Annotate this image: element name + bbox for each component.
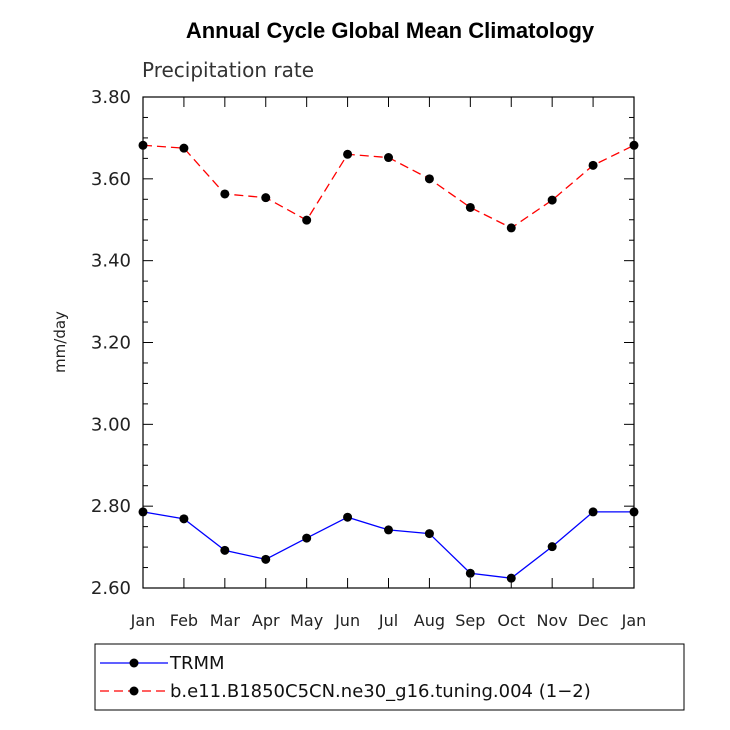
data-point [465, 568, 475, 578]
series-layer [138, 140, 639, 583]
chart-title: Annual Cycle Global Mean Climatology [186, 18, 595, 43]
plot-frame [142, 96, 635, 589]
x-tick-label: Oct [497, 611, 525, 630]
y-tick-label: 3.40 [91, 251, 131, 272]
data-point [220, 189, 230, 199]
y-tick-label: 3.60 [91, 169, 131, 190]
data-point [138, 507, 148, 517]
data-point [424, 529, 434, 539]
x-tick-label: Jan [621, 611, 647, 630]
legend-marker [129, 686, 139, 696]
y-tick-label: 2.80 [91, 496, 131, 517]
data-point [302, 215, 312, 225]
data-point [547, 542, 557, 552]
series-line [142, 511, 634, 579]
data-point [384, 525, 393, 535]
y-tick-label: 3.20 [91, 333, 131, 354]
data-point [629, 507, 639, 517]
data-point [302, 533, 312, 543]
data-point [588, 160, 598, 170]
x-tick-label: Jan [130, 611, 156, 630]
y-tick-label: 3.80 [91, 87, 131, 108]
data-point [424, 174, 434, 184]
data-point [588, 507, 598, 517]
data-point [384, 153, 393, 163]
data-point [220, 545, 230, 555]
data-point [179, 143, 189, 153]
y-tick-label: 2.60 [91, 578, 131, 599]
x-tick-label: May [290, 611, 323, 630]
legend-item: b.e11.B1850C5CN.ne30_g16.tuning.004 (1−2… [100, 681, 591, 702]
data-point [547, 195, 557, 205]
series-2 [138, 140, 639, 233]
data-point [343, 149, 353, 159]
x-tick-label: Aug [414, 611, 445, 630]
data-point [343, 512, 353, 522]
x-tick-label: Mar [210, 611, 241, 630]
data-point [465, 202, 475, 212]
legend: TRMM b.e11.B1850C5CN.ne30_g16.tuning.004 … [94, 643, 685, 711]
legend-label: TRMM [169, 653, 225, 674]
y-axis-label: mm/day [51, 311, 69, 373]
x-tick-label: Dec [578, 611, 609, 630]
data-point [261, 193, 271, 203]
legend-item: TRMM [100, 653, 225, 674]
x-tick-label: Jun [334, 611, 360, 630]
x-tick-label: Feb [170, 611, 198, 630]
data-point [506, 223, 516, 233]
legend-marker [129, 658, 139, 668]
y-tick-label: 3.00 [91, 414, 131, 435]
data-point [179, 514, 189, 524]
axis-ticks: 2.60 2.80 3.00 3.20 3.40 3.60 3.80 Jan Feb Mar Apr… [91, 87, 646, 630]
data-point [138, 140, 148, 150]
series-1 [138, 507, 639, 583]
legend-label: b.e11.B1850C5CN.ne30_g16.tuning.004 (1−2… [170, 681, 591, 702]
x-tick-label: Sep [455, 611, 485, 630]
x-tick-label: Nov [537, 611, 568, 630]
x-tick-label: Apr [252, 611, 280, 630]
x-tick-label: Jul [378, 611, 398, 630]
data-point [506, 573, 516, 583]
legend-box [94, 643, 685, 711]
chart-subtitle: Precipitation rate [142, 58, 314, 82]
data-point [629, 140, 639, 150]
data-point [261, 554, 271, 564]
